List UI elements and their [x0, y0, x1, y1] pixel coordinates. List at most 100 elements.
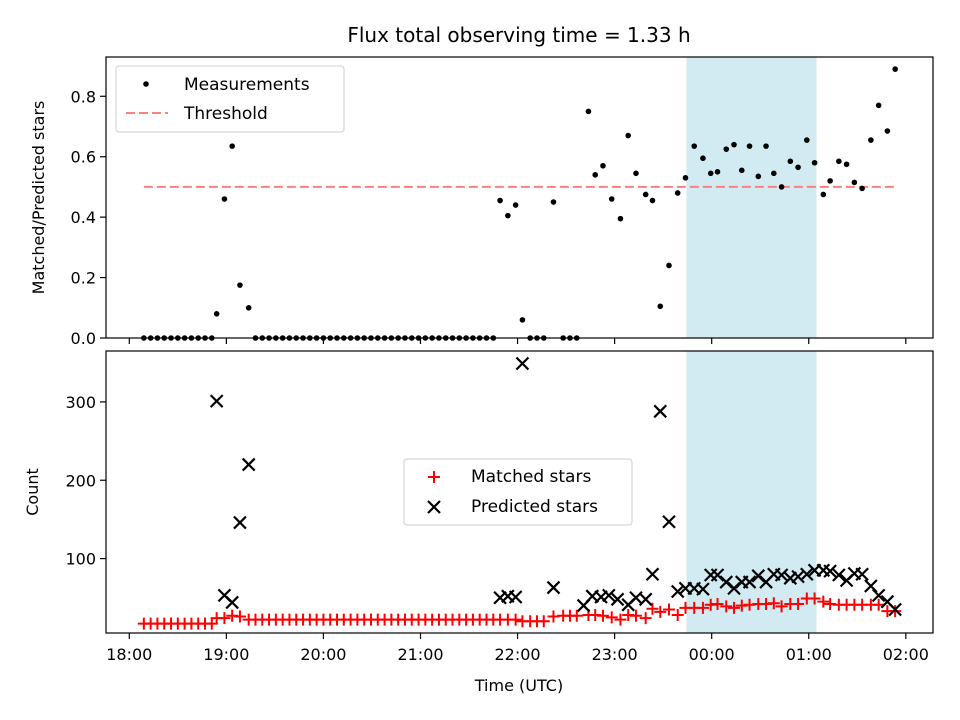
- top-panel: 0.0 0.2 0.4 0.6 0.8 Matched/Predicted stars Me…: [29, 56, 934, 348]
- measurement-point: [245, 304, 252, 311]
- measurement-point: [550, 199, 557, 205]
- highlight-span: [686, 351, 817, 633]
- matched-stars-point: [605, 611, 618, 624]
- measurement-point: [608, 196, 615, 202]
- matched-stars-point: [671, 608, 684, 621]
- legend-predicted-label: Predicted stars: [471, 497, 598, 517]
- predicted-stars-point: [832, 568, 846, 582]
- predicted-stars-point: [662, 514, 676, 529]
- matched-stars-point: [696, 601, 709, 614]
- measurement-point: [884, 128, 891, 134]
- legend-measurements-marker: [143, 81, 149, 87]
- measurement-point: [763, 143, 769, 149]
- y-tick-label: 0.6: [71, 148, 96, 167]
- predicted-stars-point: [515, 356, 530, 371]
- matched-stars-point: [662, 603, 675, 616]
- measurement-point: [820, 191, 827, 198]
- measurement-point: [746, 143, 753, 149]
- predicted-stars-point: [791, 569, 805, 584]
- y-tick-label: 200: [65, 471, 96, 490]
- y-tick-label: 0.4: [71, 208, 96, 227]
- matched-stars-point: [614, 613, 627, 626]
- matched-stars-point: [775, 600, 788, 613]
- matched-stars-point: [817, 595, 830, 608]
- measurement-point: [827, 178, 833, 184]
- measurement-point: [851, 179, 858, 186]
- matched-stars-point: [537, 615, 550, 628]
- legend-matched-label: Matched stars: [471, 467, 591, 487]
- x-tick-label: 23:00: [592, 645, 638, 664]
- matched-stars-point: [808, 592, 821, 605]
- measurement-point: [691, 143, 698, 149]
- legend-measurements-label: Measurements: [184, 75, 310, 95]
- predicted-stars-point: [670, 584, 685, 599]
- predicted-stars-point: [742, 575, 757, 589]
- x-tick-label: 22:00: [495, 645, 541, 664]
- matched-stars-point: [233, 610, 246, 623]
- matched-stars-point: [728, 601, 741, 614]
- highlight-span: [686, 57, 817, 338]
- measurement-point: [617, 215, 624, 222]
- measurement-point: [213, 311, 220, 317]
- measurement-point: [229, 143, 235, 149]
- y-tick-label: 0.0: [71, 329, 96, 348]
- measurement-point: [221, 196, 228, 202]
- matched-stars-point: [711, 598, 724, 611]
- y-tick-label: 100: [65, 550, 96, 569]
- predicted-stars-point: [233, 515, 247, 530]
- x-tick-label: 20:00: [300, 645, 346, 664]
- measurement-point: [892, 66, 898, 72]
- y-tick-label: 0.2: [71, 269, 96, 288]
- y-axis-title: Count: [23, 468, 42, 516]
- matched-stars-point: [639, 612, 652, 625]
- legend-predicted-marker: [427, 500, 441, 514]
- matched-stars-point: [646, 602, 659, 615]
- predicted-stars-point: [710, 568, 725, 582]
- x-tick-label: 01:00: [786, 645, 832, 664]
- matched-stars-point: [570, 609, 583, 622]
- measurement-point: [649, 197, 656, 204]
- matched-stars-point: [872, 598, 885, 611]
- measurement-point: [512, 202, 519, 208]
- legend: Matched stars Predicted stars: [403, 458, 633, 526]
- predicted-stars-point: [888, 602, 902, 617]
- measurement-point: [237, 282, 243, 288]
- measurement-point: [674, 190, 681, 196]
- predicted-stars-point: [855, 567, 869, 582]
- matched-stars-point: [629, 609, 642, 622]
- measurement-point: [682, 175, 689, 181]
- measurement-point: [519, 317, 526, 323]
- chart-title: Flux total observing time = 1.33 h: [347, 23, 690, 47]
- measurement-point: [497, 197, 503, 204]
- measurement-point: [875, 102, 882, 109]
- measurement-point: [585, 108, 592, 115]
- y-axis-title: Matched/Predicted stars: [29, 101, 48, 295]
- predicted-stars-point: [241, 457, 256, 472]
- matched-stars-point: [792, 598, 805, 611]
- plot-frame: [105, 56, 934, 339]
- predicted-stars-point: [546, 580, 561, 595]
- predicted-stars-point: [508, 590, 523, 604]
- matched-stars-point: [654, 605, 667, 618]
- matched-stars-point: [720, 600, 733, 613]
- matched-stars-point: [218, 612, 231, 625]
- measurement-point: [625, 132, 632, 139]
- predicted-stars-point: [653, 404, 668, 419]
- matched-stars-point: [767, 597, 780, 610]
- predicted-stars-point: [209, 394, 224, 408]
- measurement-point: [795, 164, 801, 171]
- x-tick-label: 02:00: [883, 645, 929, 664]
- measurement-point: [633, 170, 639, 177]
- measurement-point: [738, 167, 745, 174]
- predicted-stars-point: [645, 567, 660, 582]
- predicted-stars-point: [823, 564, 837, 578]
- x-axis-title: Time (UTC): [474, 676, 563, 695]
- matched-stars-point: [889, 605, 902, 618]
- predicted-stars-point: [602, 588, 616, 603]
- series-predicted-stars: [209, 356, 902, 617]
- predicted-stars-point: [871, 588, 886, 603]
- measurement-point: [731, 141, 737, 148]
- predicted-stars-point: [610, 592, 625, 607]
- predicted-stars-point: [696, 582, 710, 596]
